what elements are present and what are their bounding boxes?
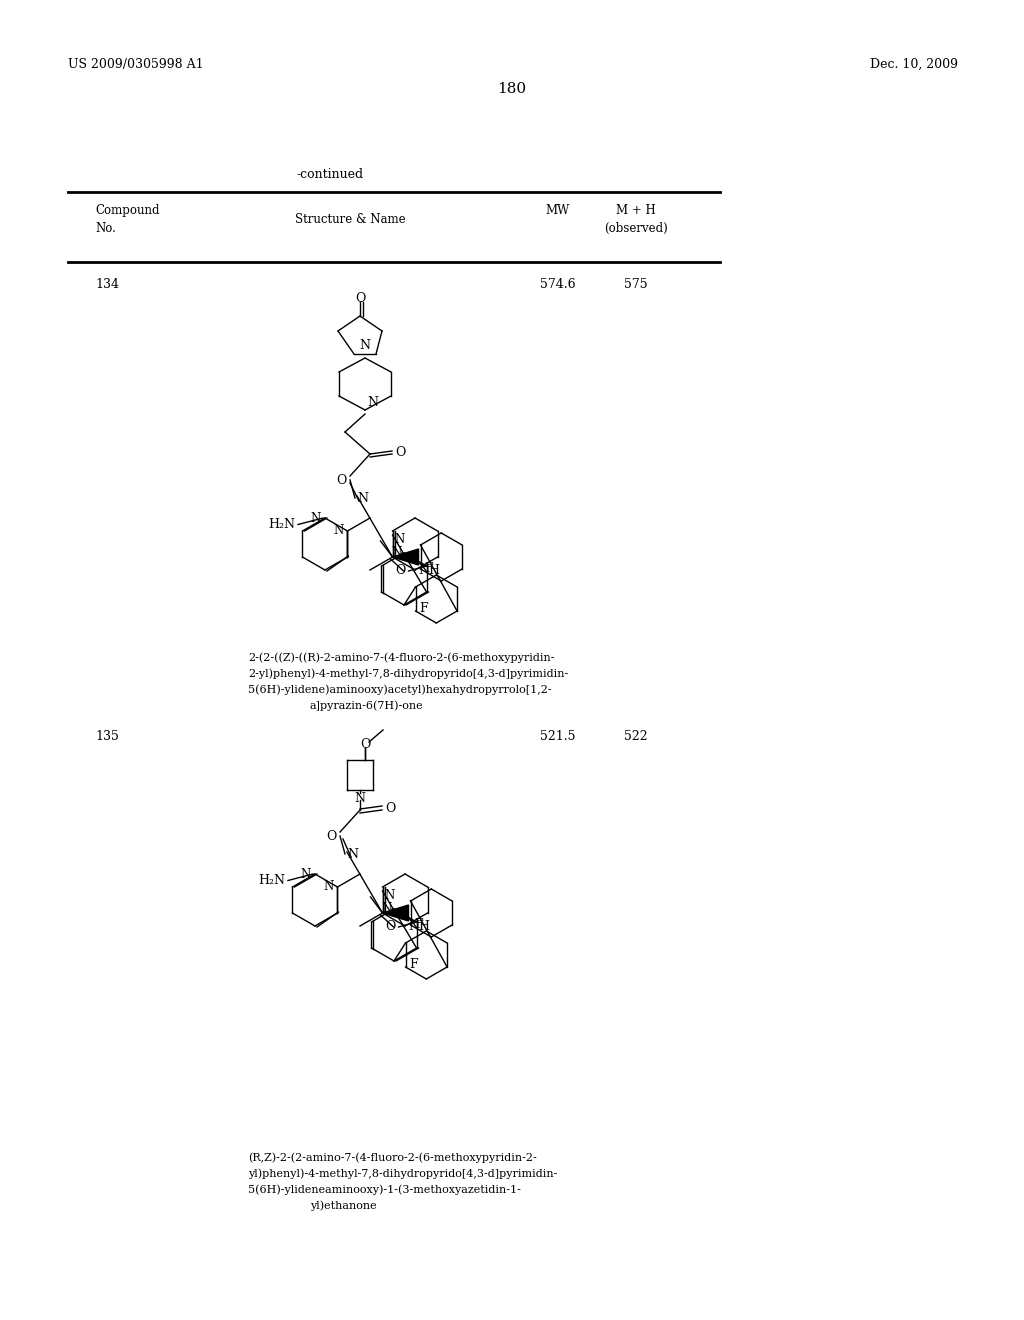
Text: N: N [392,546,402,560]
Polygon shape [383,906,409,921]
Text: O: O [359,738,371,751]
Text: Dec. 10, 2009: Dec. 10, 2009 [870,58,958,71]
Text: Compound: Compound [95,205,160,216]
Text: N: N [385,888,395,902]
Text: O: O [337,474,347,487]
Text: 521.5: 521.5 [541,730,575,743]
Text: F: F [410,958,418,972]
Text: N: N [359,339,371,352]
Text: O: O [395,446,406,458]
Text: No.: No. [95,222,116,235]
Text: US 2009/0305998 A1: US 2009/0305998 A1 [68,58,204,71]
Text: O: O [327,829,337,842]
Text: O: O [395,565,406,578]
Text: N: N [301,867,311,880]
Text: 135: 135 [95,730,119,743]
Text: (observed): (observed) [604,222,668,235]
Text: 2-(2-((Z)-((R)-2-amino-7-(4-fluoro-2-(6-methoxypyridin-: 2-(2-((Z)-((R)-2-amino-7-(4-fluoro-2-(6-… [248,652,555,663]
Text: (R,Z)-2-(2-amino-7-(4-fluoro-2-(6-methoxypyridin-2-: (R,Z)-2-(2-amino-7-(4-fluoro-2-(6-methox… [248,1152,537,1163]
Text: N: N [333,524,343,537]
Text: N: N [310,511,321,524]
Text: F: F [425,562,433,576]
Text: M + H: M + H [616,205,656,216]
Text: N: N [347,849,358,862]
Text: O: O [354,292,366,305]
Text: N: N [324,880,334,894]
Text: H₂N: H₂N [268,517,295,531]
Text: yl)phenyl)-4-methyl-7,8-dihydropyrido[4,3-d]pyrimidin-: yl)phenyl)-4-methyl-7,8-dihydropyrido[4,… [248,1168,557,1179]
Text: 574.6: 574.6 [541,279,575,290]
Text: MW: MW [546,205,570,216]
Text: N: N [357,492,368,506]
Text: N: N [354,792,366,805]
Text: N: N [394,533,404,546]
Text: F: F [420,602,428,615]
Text: 180: 180 [498,82,526,96]
Text: yl)ethanone: yl)ethanone [310,1200,377,1210]
Text: Structure & Name: Structure & Name [295,213,406,226]
Text: H₂N: H₂N [258,874,285,887]
Text: NH: NH [418,564,440,577]
Text: 575: 575 [625,279,648,290]
Text: F: F [415,919,423,932]
Text: 2-yl)phenyl)-4-methyl-7,8-dihydropyrido[4,3-d]pyrimidin-: 2-yl)phenyl)-4-methyl-7,8-dihydropyrido[… [248,668,568,678]
Text: N: N [382,903,392,916]
Polygon shape [392,549,419,565]
Text: a]pyrazin-6(7H)-one: a]pyrazin-6(7H)-one [310,700,424,710]
Text: 5(6H)-ylideneaminooxy)-1-(3-methoxyazetidin-1-: 5(6H)-ylideneaminooxy)-1-(3-methoxyazeti… [248,1184,521,1195]
Text: O: O [385,920,395,933]
Text: 522: 522 [625,730,648,743]
Text: 5(6H)-ylidene)aminooxy)acetyl)hexahydropyrrolo[1,2-: 5(6H)-ylidene)aminooxy)acetyl)hexahydrop… [248,684,552,694]
Text: -continued: -continued [296,168,364,181]
Text: 134: 134 [95,279,119,290]
Text: O: O [385,801,395,814]
Text: N: N [367,396,378,409]
Text: NH: NH [408,920,430,932]
